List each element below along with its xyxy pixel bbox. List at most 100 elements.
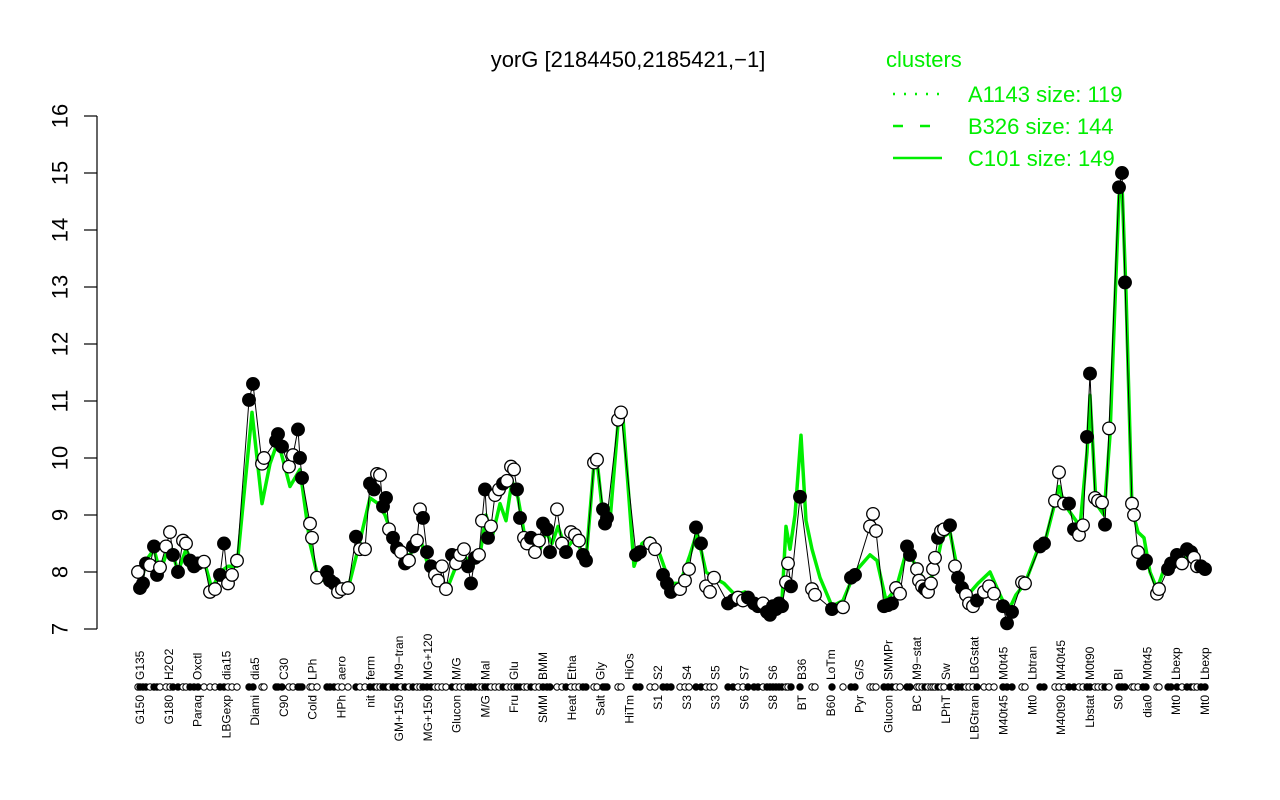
- x-tick-label: S3: [709, 695, 723, 710]
- data-point: [291, 422, 305, 437]
- data-point: [208, 582, 222, 597]
- data-point: [689, 520, 703, 535]
- data-point: [1000, 616, 1014, 631]
- data-point: [1080, 429, 1094, 444]
- legend-label: C101 size: 149: [968, 146, 1115, 171]
- x-tick-label: Lbstat: [1083, 694, 1097, 727]
- data-point: [1037, 536, 1051, 551]
- y-tick-label: 16: [48, 104, 73, 128]
- x-tick-label: BI: [1112, 669, 1126, 680]
- data-point: [590, 452, 604, 467]
- data-point: [1152, 582, 1166, 597]
- x-tick-label: Heat: [565, 694, 579, 720]
- data-point: [550, 502, 564, 517]
- x-tick-label: S8: [766, 695, 780, 710]
- data-point: [410, 533, 424, 548]
- legend-entry-b326: B326 size: 144: [893, 114, 1114, 139]
- data-point: [808, 587, 822, 602]
- x-tick-label: LBGexp: [219, 695, 233, 739]
- data-point: [464, 576, 478, 591]
- data-point: [230, 553, 244, 568]
- x-tick-label: LoTm: [824, 649, 838, 680]
- legend-label: A1143 size: 119: [968, 82, 1123, 107]
- x-tick-label: Glu: [507, 661, 521, 680]
- data-point: [147, 539, 161, 554]
- data-point: [614, 405, 628, 420]
- x-tick-label: MG+120: [421, 633, 435, 680]
- x-tick-label: Glucon: [881, 695, 895, 733]
- data-point: [648, 542, 662, 557]
- data-point: [217, 536, 231, 551]
- data-point: [136, 576, 150, 591]
- x-tick-label: M/G: [450, 657, 464, 680]
- data-point: [703, 584, 717, 599]
- x-tick-label: HPh: [334, 695, 348, 718]
- x-tick-label: M9−stat: [910, 636, 924, 680]
- x-tick-label: S0: [1112, 695, 1126, 710]
- x-tick-label: B36: [795, 658, 809, 680]
- data-point: [1118, 275, 1132, 290]
- data-point: [367, 482, 381, 497]
- x-tick-label: HiOs: [622, 653, 636, 680]
- legend-label: B326 size: 144: [968, 114, 1114, 139]
- x-tick-label: Salt: [594, 694, 608, 715]
- data-point: [246, 376, 260, 391]
- y-tick-label: 9: [48, 509, 73, 521]
- data-point: [153, 560, 167, 575]
- y-tick-label: 10: [48, 446, 73, 470]
- x-tick-label: S7: [737, 665, 751, 680]
- x-tick-label: Sw: [939, 663, 953, 680]
- data-point: [885, 596, 899, 611]
- data-point: [472, 547, 486, 562]
- x-tick-label: LPh: [306, 659, 320, 680]
- x-tick-label: M0t45: [1140, 646, 1154, 680]
- x-tick-label: HiTm: [622, 695, 636, 724]
- data-point: [633, 545, 647, 560]
- x-tick-label: M40t45: [997, 695, 1011, 735]
- x-tick-label: S4: [680, 665, 694, 680]
- y-tick-label: 13: [48, 275, 73, 299]
- data-point: [500, 473, 514, 488]
- x-tick-label: C30: [277, 658, 291, 680]
- data-point: [420, 545, 434, 560]
- y-axis: 7 8 9 10 11 12 13 14 15 16: [48, 104, 98, 635]
- x-tick-label: M0t90: [1083, 646, 1097, 680]
- data-point: [1083, 366, 1097, 381]
- x-tick-label: SMMPr: [881, 640, 895, 680]
- legend: clusters A1143 size: 119 B326 size: 144 …: [886, 47, 1123, 171]
- data-point: [1115, 166, 1129, 180]
- x-tick-label: nit: [363, 694, 377, 707]
- x-tick-label: Lbexp: [1198, 647, 1212, 680]
- y-tick-label: 8: [48, 566, 73, 578]
- x-tick-label: Oxctl: [191, 653, 205, 680]
- data-point: [431, 573, 445, 588]
- x-tick-label: M0t45: [997, 646, 1011, 680]
- x-tick-label: G180: [162, 695, 176, 725]
- x-tick-label: Gly: [594, 662, 608, 680]
- x-tick-label: M40t45: [1054, 640, 1068, 680]
- data-point: [1175, 556, 1189, 571]
- data-point: [305, 530, 319, 545]
- data-point: [507, 462, 521, 477]
- x-tick-label: C90: [277, 695, 291, 717]
- data-point: [163, 525, 177, 540]
- rug-markers: [134, 683, 1209, 691]
- data-point: [579, 553, 593, 568]
- x-tick-label: Pyr: [853, 695, 867, 713]
- data-point: [572, 533, 586, 548]
- x-tick-label: Lbexp: [1169, 647, 1183, 680]
- data-point: [439, 582, 453, 597]
- x-tick-label: G/S: [853, 659, 867, 680]
- data-point: [257, 451, 271, 465]
- data-point: [166, 547, 180, 562]
- data-point: [1098, 517, 1112, 532]
- data-point: [1198, 562, 1212, 577]
- data-point: [793, 489, 807, 504]
- data-point: [893, 586, 907, 601]
- x-tick-label: S5: [709, 665, 723, 680]
- data-point: [416, 510, 430, 525]
- x-tick-label: Mt0: [1025, 695, 1039, 715]
- data-point: [1005, 604, 1019, 619]
- legend-entry-c101: C101 size: 149: [893, 146, 1115, 171]
- x-tick-label: SMM: [536, 695, 550, 723]
